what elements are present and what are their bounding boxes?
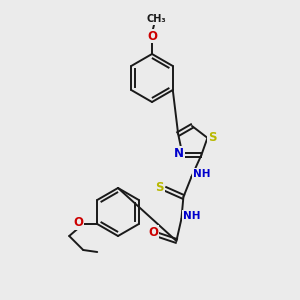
Text: O: O [73, 217, 83, 230]
Text: N: N [174, 147, 184, 161]
Text: O: O [148, 226, 158, 239]
Text: NH: NH [193, 169, 210, 179]
Text: S: S [155, 182, 164, 194]
Text: NH: NH [183, 211, 200, 221]
Text: CH₃: CH₃ [146, 14, 166, 24]
Text: S: S [208, 131, 217, 144]
Text: O: O [147, 29, 157, 43]
